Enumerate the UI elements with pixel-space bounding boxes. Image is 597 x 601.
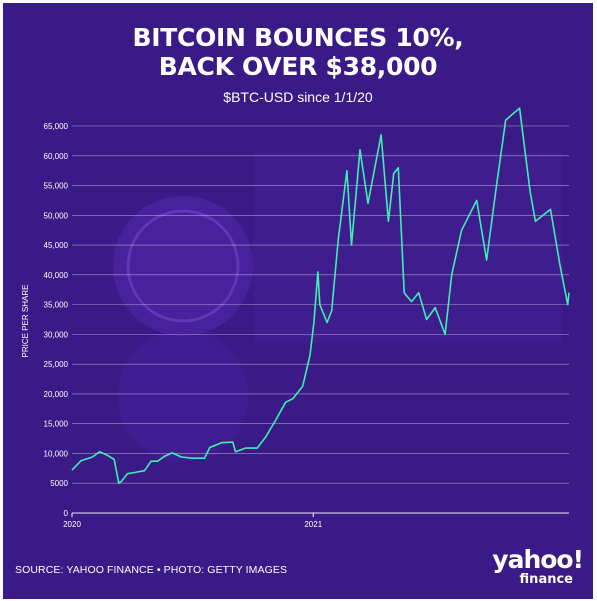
y-tick-label: 20,000 (44, 390, 69, 399)
price-line (71, 107, 570, 485)
logo-word: yahoo! (492, 545, 584, 574)
y-tick-label: 0 (64, 509, 69, 518)
y-tick-label: 35,000 (44, 301, 69, 310)
y-tick-label: 5000 (50, 479, 68, 488)
y-tick-label: 45,000 (44, 241, 69, 250)
logo-sub: finance (519, 572, 573, 587)
y-tick-label: 10,000 (44, 449, 69, 458)
x-axis-ticks: 2020 2021 (63, 513, 323, 529)
y-tick-label: 25,000 (44, 360, 69, 369)
price-line-chart: 0 5000 10,000 15,000 20,000 25,000 30,000 35,00… (21, 107, 570, 529)
x-tick-label: 2021 (304, 520, 322, 529)
y-tick-label: 65,000 (44, 122, 69, 131)
y-axis-label: PRICE PER SHARE (21, 285, 30, 358)
chart-gridlines (72, 125, 569, 514)
chart-title-line-2: BACK OVER $38,000 (158, 52, 438, 81)
chart-title: BITCOIN BOUNCES 10%, BACK OVER $38,000 (3, 23, 593, 81)
series-line (71, 107, 570, 485)
y-tick-label: 50,000 (44, 211, 69, 220)
chart-title-line-1: BITCOIN BOUNCES 10%, (132, 23, 464, 52)
y-tick-label: 30,000 (44, 330, 69, 339)
x-tick-label: 2020 (63, 520, 81, 529)
yahoo-finance-logo: yahoo! finance (473, 545, 584, 587)
y-tick-label: 60,000 (44, 152, 69, 161)
background-coin-art (113, 153, 563, 462)
source-credit: SOURCE: YAHOO FINANCE • PHOTO: GETTY IMA… (15, 564, 288, 576)
chart-subtitle: $BTC-USD since 1/1/20 (223, 89, 373, 105)
y-tick-label: 15,000 (44, 420, 69, 429)
y-tick-label: 40,000 (44, 271, 69, 280)
y-tick-label: 55,000 (44, 182, 69, 191)
chart-card: BITCOIN BOUNCES 10%, BACK OVER $38,000 $… (3, 3, 593, 599)
y-axis-ticks: 0 5000 10,000 15,000 20,000 25,000 30,000 35,00… (44, 122, 69, 518)
